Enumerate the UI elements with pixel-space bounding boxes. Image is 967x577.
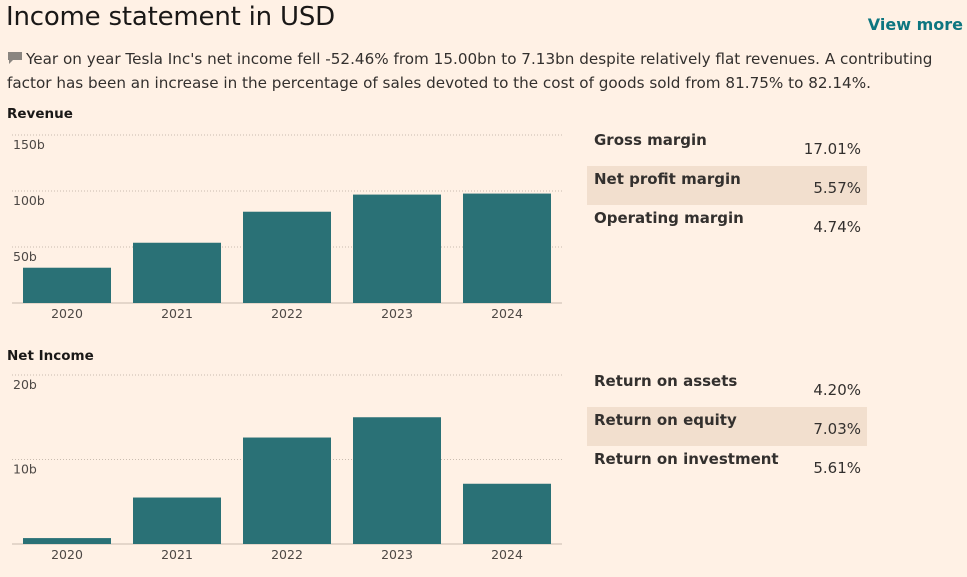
bar-2023 [353, 417, 441, 544]
y-tick-label: 150b [13, 137, 45, 152]
ratio-label: Return on investment [594, 450, 779, 468]
bar-2024 [463, 483, 551, 544]
x-tick-label: 2023 [381, 306, 413, 321]
bar-2022 [243, 437, 331, 544]
ratio-value: 5.61% [813, 459, 861, 477]
x-tick-label: 2022 [271, 306, 303, 321]
returns-table: Return on assets 4.20% Return on equity … [587, 368, 867, 485]
bar-2022 [243, 211, 331, 303]
bar-2020 [23, 538, 111, 544]
y-tick-label: 100b [13, 193, 45, 208]
ratio-label: Net profit margin [594, 170, 741, 188]
ratio-value: 5.57% [813, 179, 861, 197]
x-tick-label: 2021 [161, 306, 193, 321]
ratio-value: 4.20% [813, 381, 861, 399]
x-tick-label: 2024 [491, 547, 523, 562]
ratio-value: 4.74% [813, 218, 861, 236]
x-tick-label: 2020 [51, 547, 83, 562]
ratio-label: Return on assets [594, 372, 738, 390]
margins-table: Gross margin 17.01% Net profit margin 5.… [587, 127, 867, 244]
y-tick-label: 10b [13, 462, 37, 477]
bar-2020 [23, 267, 111, 303]
bar-2021 [133, 242, 221, 303]
ratio-row-return-on-investment: Return on investment 5.61% [587, 446, 867, 485]
ratio-value: 17.01% [803, 140, 861, 158]
revenue-chart: 50b 100b 150b 2020 2021 2022 2023 2024 [12, 134, 562, 321]
bar-2021 [133, 497, 221, 544]
ratio-label: Gross margin [594, 131, 707, 149]
net-income-chart-title: Net Income [7, 348, 94, 364]
x-tick-label: 2023 [381, 547, 413, 562]
ratio-value: 7.03% [813, 420, 861, 438]
ratio-label: Return on equity [594, 411, 737, 429]
y-tick-label: 20b [13, 377, 37, 392]
page-title: Income statement in USD [6, 2, 335, 32]
ratio-row-return-on-equity: Return on equity 7.03% [587, 407, 867, 446]
ratio-row-net-profit-margin: Net profit margin 5.57% [587, 166, 867, 205]
x-tick-label: 2024 [491, 306, 523, 321]
x-tick-label: 2020 [51, 306, 83, 321]
revenue-chart-title: Revenue [7, 106, 73, 122]
summary-text: Year on year Tesla Inc's net income fell… [7, 47, 952, 95]
x-tick-label: 2022 [271, 547, 303, 562]
summary-sentence: Year on year Tesla Inc's net income fell… [7, 50, 933, 92]
view-more-link[interactable]: View more [867, 15, 963, 34]
net-income-chart: 10b 20b 2020 2021 2022 2023 2024 [12, 374, 562, 562]
x-tick-label: 2021 [161, 547, 193, 562]
ratio-row-gross-margin: Gross margin 17.01% [587, 127, 867, 166]
bar-2023 [353, 194, 441, 303]
ratio-row-return-on-assets: Return on assets 4.20% [587, 368, 867, 407]
speech-bubble-icon [8, 52, 22, 64]
bar-2024 [463, 193, 551, 303]
ratio-row-operating-margin: Operating margin 4.74% [587, 205, 867, 244]
ratio-label: Operating margin [594, 209, 744, 227]
y-tick-label: 50b [13, 249, 37, 264]
